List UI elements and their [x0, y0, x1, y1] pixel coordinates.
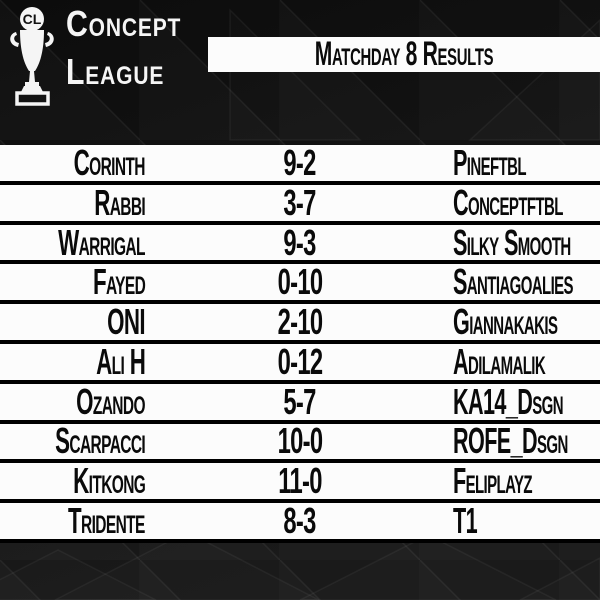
score-cell: 3-7: [225, 181, 375, 223]
home-team-cell: Corinth: [0, 141, 146, 183]
league-name-text-2: League: [66, 51, 165, 92]
away-team-cell: Giannakakis: [453, 301, 600, 343]
home-team-name: Tridente: [68, 500, 145, 542]
home-team-name: Warrigal: [58, 221, 145, 263]
match-score: 0-10: [277, 261, 324, 303]
score-cell: 5-7: [225, 380, 375, 422]
away-team-cell: Pineftbl: [453, 141, 600, 183]
home-team-cell: Scarpacci: [0, 420, 146, 461]
away-team-name: Adilamalik: [453, 340, 546, 382]
away-team-cell: KA14_Dsgn: [453, 380, 600, 422]
away-team-cell: Santiagoalies: [453, 261, 600, 303]
league-name-text-1: Concept: [66, 3, 182, 44]
score-cell: 10-0: [225, 420, 375, 461]
away-team-name: Santiagoalies: [453, 261, 574, 303]
match-score: 10-0: [277, 420, 324, 462]
league-branding: Concept League: [66, 0, 203, 96]
match-score: 9-3: [283, 221, 317, 263]
match-row: ONI 2-10 Giannakakis: [0, 301, 600, 344]
away-team-cell: Adilamalik: [453, 340, 600, 382]
home-team-cell: Fayed: [0, 261, 146, 303]
match-row: Ozando 5-7 KA14_Dsgn: [0, 380, 600, 424]
home-team-name: Fayed: [92, 261, 146, 303]
match-score: 0-12: [277, 340, 324, 382]
home-team-name: Ali H: [95, 340, 146, 382]
away-team-name: T1: [453, 500, 478, 542]
match-score: 3-7: [283, 181, 317, 223]
away-team-cell: ROFE_Dsgn: [453, 420, 600, 461]
home-team-name: Kitkong: [72, 460, 146, 502]
match-score: 5-7: [283, 380, 317, 422]
home-team-name: Rabbi: [94, 181, 146, 223]
home-team-name: Ozando: [76, 380, 145, 422]
match-row: Rabbi 3-7 Conceptftbl: [0, 181, 600, 225]
match-row: Corinth 9-2 Pineftbl: [0, 141, 600, 185]
results-table: Corinth 9-2 Pineftbl Rabbi 3-7 Conceptft…: [0, 141, 600, 543]
away-team-cell: Feliplayz: [453, 460, 600, 502]
score-cell: 0-12: [225, 340, 375, 382]
score-cell: 2-10: [225, 301, 375, 343]
match-score: 2-10: [277, 301, 324, 343]
away-team-name: KA14_Dsgn: [453, 380, 564, 422]
away-team-name: Conceptftbl: [453, 181, 563, 223]
match-score: 11-0: [278, 460, 322, 502]
match-row: Fayed 0-10 Santiagoalies: [0, 261, 600, 305]
home-team-name: Scarpacci: [55, 420, 146, 462]
matchday-title: Matchday 8 Results: [314, 35, 494, 73]
home-team-cell: Rabbi: [0, 181, 146, 223]
trophy-monogram: CL: [23, 11, 42, 27]
score-cell: 9-3: [225, 221, 375, 263]
score-cell: 11-0: [225, 460, 375, 502]
match-row: Tridente 8-3 T1: [0, 500, 600, 543]
league-name-line2: League: [66, 48, 203, 96]
home-team-cell: Tridente: [0, 500, 145, 542]
score-cell: 9-2: [225, 141, 375, 183]
away-team-name: Feliplayz: [453, 460, 533, 502]
away-team-name: ROFE_Dsgn: [453, 420, 568, 462]
home-team-cell: Ali H: [0, 340, 146, 382]
away-team-cell: Conceptftbl: [453, 181, 600, 223]
home-team-name: ONI: [107, 301, 145, 343]
home-team-cell: Warrigal: [0, 221, 145, 263]
away-team-name: Silky Smooth: [453, 221, 571, 263]
away-team-name: Giannakakis: [453, 301, 558, 343]
match-score: 8-3: [283, 500, 317, 542]
trophy-icon: CL: [10, 7, 54, 106]
home-team-cell: ONI: [0, 301, 145, 343]
home-team-cell: Ozando: [0, 380, 145, 422]
matchday-title-bar: Matchday 8 Results: [208, 35, 600, 73]
match-row: Ali H 0-12 Adilamalik: [0, 340, 600, 384]
score-cell: 8-3: [225, 500, 375, 542]
away-team-name: Pineftbl: [453, 141, 527, 183]
away-team-cell: Silky Smooth: [453, 221, 600, 263]
match-row: Scarpacci 10-0 ROFE_Dsgn: [0, 420, 600, 464]
match-score: 9-2: [283, 141, 317, 183]
match-row: Kitkong 11-0 Feliplayz: [0, 460, 600, 504]
home-team-cell: Kitkong: [0, 460, 146, 502]
league-name-line1: Concept: [66, 0, 203, 48]
match-row: Warrigal 9-3 Silky Smooth: [0, 221, 600, 265]
score-cell: 0-10: [225, 261, 375, 303]
home-team-name: Corinth: [73, 141, 146, 183]
away-team-cell: T1: [453, 500, 600, 542]
